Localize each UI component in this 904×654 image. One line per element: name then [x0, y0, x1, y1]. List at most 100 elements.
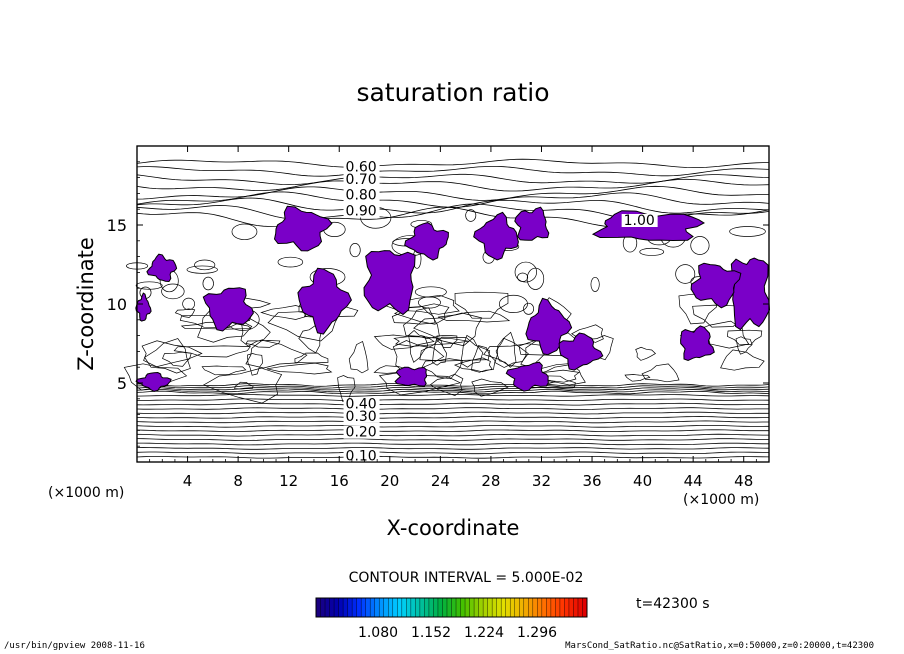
contour-line	[137, 442, 769, 446]
contour-line	[453, 357, 493, 373]
colorbar-segment	[442, 598, 448, 617]
supersaturated-region	[404, 222, 449, 261]
contour-line	[624, 374, 651, 382]
colorbar-segment	[519, 598, 525, 617]
contour-line	[720, 349, 765, 371]
colorbar-segment	[474, 598, 479, 617]
x-tick-label: 40	[633, 472, 652, 490]
supersaturated-region	[394, 366, 428, 387]
y-tick-label: 5	[117, 374, 127, 393]
colorbar-segment	[478, 598, 484, 617]
contour-line	[136, 384, 770, 389]
colorbar-segment	[582, 598, 588, 617]
contour-line	[136, 451, 770, 455]
contour-line	[432, 337, 447, 366]
contour-label: 0.10	[346, 448, 377, 464]
colorbar-segment	[320, 598, 326, 617]
contour-line	[429, 373, 464, 396]
colorbar-segment	[383, 598, 389, 617]
contour-line	[266, 362, 333, 375]
contour-label-bg	[621, 214, 658, 227]
colorbar-segment	[316, 598, 321, 617]
contour-label-bg	[343, 188, 380, 202]
contour-label-bg	[343, 160, 380, 174]
contour-line	[639, 247, 665, 256]
contour-line	[590, 276, 600, 292]
colorbar-segment	[433, 598, 439, 617]
colorbar-segment	[392, 598, 398, 617]
colorbar-segment	[528, 598, 534, 617]
contour-line	[348, 340, 369, 374]
colorbar-segment	[338, 598, 344, 617]
contour-line	[144, 338, 191, 374]
colorbar-tick-label: 1.296	[517, 625, 557, 641]
colorbar-segment	[460, 598, 466, 617]
colorbar-segment	[505, 598, 511, 617]
contour-line	[454, 291, 509, 319]
colorbar-segment	[415, 598, 421, 617]
colorbar-segment	[559, 598, 565, 617]
contour-line	[202, 276, 214, 291]
contour-line	[277, 256, 304, 268]
contour-label-bg	[343, 172, 380, 186]
colorbar-segment	[428, 598, 434, 617]
chart-title: saturation ratio	[356, 78, 549, 107]
colorbar-segment	[492, 598, 498, 617]
colorbar-segment	[361, 598, 367, 617]
colorbar-segment	[419, 598, 425, 617]
contour-line	[735, 336, 753, 355]
colorbar-frame	[315, 597, 588, 618]
colorbar-segment	[397, 598, 403, 617]
colorbar-segment	[514, 598, 520, 617]
contour-label: 0.70	[346, 172, 377, 188]
contour-line	[136, 383, 770, 387]
x-tick-label: 36	[582, 472, 601, 490]
colorbar-segment	[555, 598, 561, 617]
x-axis-label: X-coordinate	[387, 516, 520, 540]
colorbar-segment	[564, 598, 570, 617]
contour-label: 0.60	[346, 159, 377, 175]
contour-line	[337, 375, 356, 402]
colorbar-segment	[577, 598, 583, 617]
supersaturated-regions	[135, 205, 771, 392]
supersaturated-region	[680, 325, 715, 362]
contour-label-bg	[343, 397, 380, 411]
contour-line	[413, 312, 483, 347]
colorbar-segment	[401, 598, 407, 617]
contour-label: 0.40	[346, 396, 377, 412]
contour-line	[460, 334, 484, 368]
supersaturated-region	[558, 332, 604, 371]
contour-line	[136, 178, 770, 192]
colorbar-segment	[532, 598, 538, 617]
colorbar-segment	[568, 598, 574, 617]
y-tick-label: 15	[107, 216, 127, 235]
contour-line	[231, 223, 258, 240]
contour-line	[202, 367, 283, 404]
contour-line	[570, 324, 604, 343]
colorbar-segment	[370, 598, 376, 617]
contour-line	[234, 381, 254, 390]
colorbar-segment	[573, 598, 579, 617]
contour-line	[349, 243, 361, 258]
colorbar-segment	[546, 598, 552, 617]
colorbar-segment	[410, 598, 416, 617]
contour-line	[498, 294, 528, 313]
contour-line	[136, 158, 770, 168]
contour-label-bg	[343, 409, 380, 423]
contour-line	[727, 329, 763, 345]
colorbar-segment	[334, 598, 339, 617]
colorbar-segment	[537, 598, 543, 617]
contour-line	[436, 335, 458, 348]
contour-line	[679, 320, 750, 349]
contour-line	[186, 265, 218, 274]
colorbar-segment	[451, 598, 457, 617]
contour-line	[414, 286, 447, 298]
supersaturated-region	[505, 361, 549, 392]
contour-line	[675, 264, 696, 284]
supersaturated-region	[146, 253, 178, 283]
x-unit-right: (×1000 m)	[683, 492, 759, 508]
contour-line	[240, 317, 271, 347]
footer-left: /usr/bin/gpview 2008-11-16	[4, 641, 145, 651]
contour-line	[247, 353, 263, 376]
